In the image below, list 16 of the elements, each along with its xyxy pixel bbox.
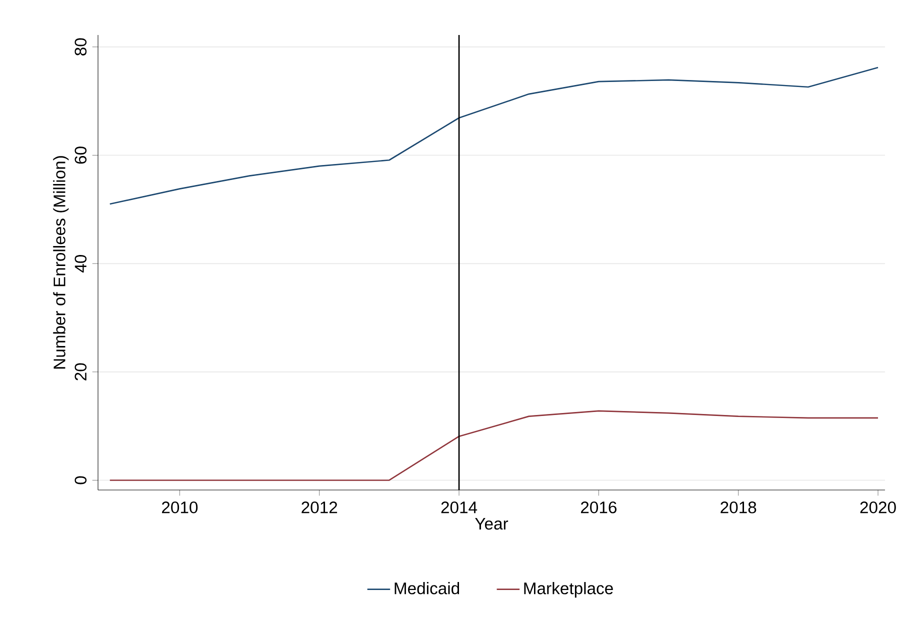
legend-label: Marketplace — [524, 582, 613, 598]
x-tick-label: 2016 — [580, 502, 616, 514]
y-tick-label: 20 — [74, 363, 87, 380]
x-tick-label: 2014 — [441, 502, 478, 514]
x-tick-label: 2012 — [302, 502, 338, 514]
x-tick-label: 2018 — [720, 502, 756, 514]
y-tick-label: 40 — [74, 254, 87, 272]
y-tick-label: 80 — [74, 38, 87, 56]
x-tick-label: 2020 — [860, 502, 896, 514]
x-tick-label: 2010 — [162, 502, 198, 514]
y-tick-label: 60 — [74, 146, 87, 164]
y-axis-title: Number of Enrollees (Million) — [53, 156, 69, 369]
line-series — [109, 66, 879, 205]
x-axis-title: Year — [475, 518, 508, 530]
legend-label: Medicaid — [394, 582, 460, 594]
y-tick-label: 0 — [74, 476, 87, 484]
